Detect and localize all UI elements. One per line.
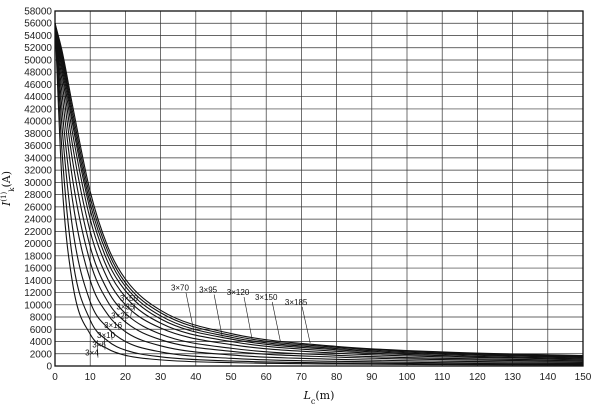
curve-label: 3×120 <box>227 288 250 297</box>
label-leader <box>185 292 195 332</box>
series-line <box>54 23 584 365</box>
label-leader <box>96 340 99 358</box>
y-tick-label: 54000 <box>24 31 52 42</box>
y-tick-label: 48000 <box>24 68 52 79</box>
y-tick-label: 18000 <box>24 251 52 262</box>
y-tick-label: 40000 <box>24 117 52 128</box>
series-line <box>54 23 584 366</box>
y-tick-label: 36000 <box>24 141 52 152</box>
x-tick-label: 10 <box>85 372 97 383</box>
x-tick-label: 50 <box>225 372 237 383</box>
x-tick-label: 30 <box>155 372 167 383</box>
series-line <box>54 23 584 361</box>
series-line <box>54 23 584 363</box>
curve-label: 3×185 <box>285 298 308 307</box>
y-tick-label: 34000 <box>24 153 52 164</box>
series-line <box>54 23 584 357</box>
y-tick-label: 44000 <box>24 92 52 103</box>
x-tick-label: 70 <box>296 372 308 383</box>
y-tick-label: 38000 <box>24 129 52 140</box>
y-tick-label: 50000 <box>24 55 52 66</box>
curve-label: 3×6 <box>92 341 106 350</box>
curve-label: 3×70 <box>171 284 190 293</box>
x-tick-label: 60 <box>261 372 273 383</box>
series-line <box>54 23 584 360</box>
curve-label: 3×95 <box>199 286 218 295</box>
y-tick-label: 12000 <box>24 288 52 299</box>
series-line <box>54 23 584 358</box>
label-leader <box>118 324 120 331</box>
y-tick-label: 4000 <box>30 337 53 348</box>
series-line <box>54 23 584 357</box>
curve-label: 3×10 <box>97 331 116 340</box>
y-tick-label: 2000 <box>30 349 53 360</box>
y-tick-label: 28000 <box>24 190 52 201</box>
curve-label: 3×35 <box>116 303 135 312</box>
curve-label: 3×150 <box>255 293 278 302</box>
y-tick-label: 56000 <box>24 19 52 30</box>
axis-ticks: 0 10 20 30 40 50 60 70 80 90 100 110 120 130 140 150 0 20… <box>24 7 592 384</box>
series-line <box>54 23 584 359</box>
y-tick-label: 14000 <box>24 276 52 287</box>
y-tick-label: 22000 <box>24 227 52 238</box>
y-tick-label: 26000 <box>24 202 52 213</box>
x-tick-label: 110 <box>434 372 450 383</box>
curve-label: 3×25 <box>111 311 130 320</box>
x-tick-label: 90 <box>366 372 378 383</box>
x-tick-label: 0 <box>52 372 58 383</box>
x-tick-label: 40 <box>190 372 202 383</box>
y-tick-label: 8000 <box>30 313 53 324</box>
y-tick-label: 10000 <box>24 300 52 311</box>
label-leader <box>111 330 113 340</box>
y-tick-label: 0 <box>46 362 52 373</box>
grid <box>54 10 584 367</box>
x-tick-label: 150 <box>575 372 592 383</box>
x-tick-label: 130 <box>504 372 521 383</box>
plot-frame <box>54 10 584 367</box>
y-tick-label: 16000 <box>24 264 52 275</box>
label-leader <box>243 296 253 340</box>
curve-labels: 3×70 3×95 3×1203×1503×1853×503×353×253×163… <box>85 284 311 358</box>
curve-label: 3×16 <box>104 321 123 330</box>
label-leader <box>213 294 223 337</box>
y-tick-label: 42000 <box>24 104 52 115</box>
y-tick-label: 24000 <box>24 215 52 226</box>
y-tick-label: 32000 <box>24 166 52 177</box>
y-tick-label: 52000 <box>24 43 52 54</box>
label-leader <box>125 320 127 323</box>
x-axis-label: Lc(m) <box>303 389 335 406</box>
label-leader <box>130 311 132 317</box>
x-tick-label: 80 <box>331 372 343 383</box>
curve-label: 3×50 <box>120 294 139 303</box>
y-tick-label: 30000 <box>24 178 52 189</box>
y-tick-label: 6000 <box>30 325 53 336</box>
y-tick-label: 58000 <box>24 7 52 18</box>
x-tick-label: 100 <box>399 372 416 383</box>
y-tick-label: 20000 <box>24 239 52 250</box>
curve-label: 3×4 <box>85 349 99 358</box>
series-line <box>54 23 584 365</box>
x-tick-label: 120 <box>469 372 486 383</box>
series-line <box>54 23 584 362</box>
y-tick-label: 46000 <box>24 80 52 91</box>
series-lines <box>54 23 584 366</box>
label-leader <box>271 301 281 342</box>
x-tick-label: 20 <box>120 372 132 383</box>
label-leader <box>133 303 136 311</box>
series-line <box>54 23 584 358</box>
y-axis-label: I(1)k(A) <box>0 171 16 207</box>
x-tick-label: 140 <box>539 372 556 383</box>
label-leader <box>103 336 106 350</box>
label-leader <box>301 306 311 344</box>
